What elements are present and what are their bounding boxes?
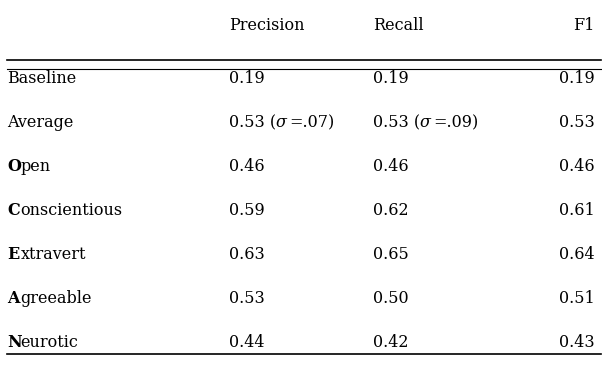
Text: 0.62: 0.62: [373, 202, 409, 219]
Text: 0.53 (: 0.53 (: [229, 114, 276, 131]
Text: O: O: [7, 158, 22, 175]
Text: 0.64: 0.64: [559, 246, 595, 263]
Text: Average: Average: [7, 114, 74, 131]
Text: 0.59: 0.59: [229, 202, 265, 219]
Text: 0.44: 0.44: [229, 334, 265, 352]
Text: 0.61: 0.61: [559, 202, 595, 219]
Text: onscientious: onscientious: [20, 202, 123, 219]
Text: =.07): =.07): [289, 114, 334, 131]
Text: Baseline: Baseline: [7, 70, 76, 87]
Text: 0.53: 0.53: [559, 114, 595, 131]
Text: A: A: [7, 290, 20, 307]
Text: N: N: [7, 334, 22, 352]
Text: 0.46: 0.46: [559, 158, 595, 175]
Text: 0.19: 0.19: [559, 70, 595, 87]
Text: 0.50: 0.50: [373, 290, 409, 307]
Text: 0.51: 0.51: [559, 290, 595, 307]
Text: 0.63: 0.63: [229, 246, 265, 263]
Text: 0.53 (: 0.53 (: [373, 114, 420, 131]
Text: 0.19: 0.19: [373, 70, 409, 87]
Text: 0.42: 0.42: [373, 334, 408, 352]
Text: 0.43: 0.43: [559, 334, 595, 352]
Text: 0.46: 0.46: [373, 158, 409, 175]
Text: E: E: [7, 246, 20, 263]
Text: 0.53: 0.53: [229, 290, 265, 307]
Text: greeable: greeable: [20, 290, 92, 307]
Text: =.09): =.09): [433, 114, 478, 131]
Text: F1: F1: [573, 17, 595, 34]
Text: eurotic: eurotic: [20, 334, 78, 352]
Text: xtravert: xtravert: [20, 246, 86, 263]
Text: σ: σ: [420, 114, 430, 131]
Text: pen: pen: [20, 158, 51, 175]
Text: C: C: [7, 202, 20, 219]
Text: 0.65: 0.65: [373, 246, 409, 263]
Text: 0.46: 0.46: [229, 158, 265, 175]
Text: 0.19: 0.19: [229, 70, 265, 87]
Text: σ: σ: [276, 114, 287, 131]
Text: Precision: Precision: [229, 17, 305, 34]
Text: Recall: Recall: [373, 17, 424, 34]
